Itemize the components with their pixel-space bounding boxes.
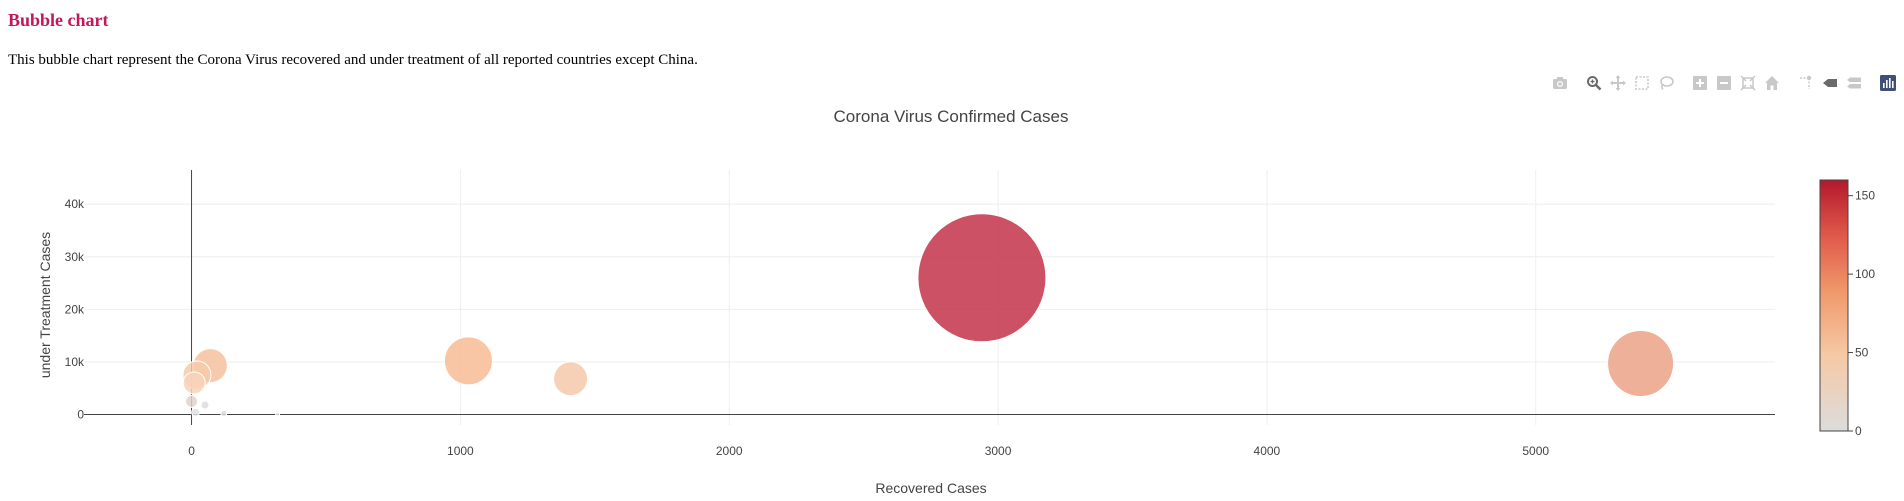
y-tick-label: 0 — [77, 407, 84, 421]
y-tick-label: 30k — [65, 250, 85, 264]
bubble-point[interactable] — [917, 213, 1047, 343]
bubble-point[interactable] — [185, 394, 199, 408]
colorbar-tick-label: 150 — [1855, 189, 1875, 203]
camera-icon[interactable] — [1548, 73, 1572, 93]
y-tick-label: 10k — [65, 355, 85, 369]
colorbar: 0 50 100 150 — [1819, 179, 1875, 438]
x-tick-label: 1000 — [447, 444, 474, 458]
x-axis-ticks: 0 1000 2000 3000 4000 5000 — [188, 444, 1549, 458]
colorbar-gradient — [1819, 179, 1849, 432]
hover-closest-icon[interactable] — [1818, 73, 1842, 93]
lasso-select-icon[interactable] — [1654, 73, 1678, 93]
colorbar-tick-label: 100 — [1855, 267, 1875, 281]
bubbles — [182, 213, 1675, 417]
zoom-in-icon[interactable] — [1688, 73, 1712, 93]
colorbar-tick-label: 0 — [1855, 424, 1862, 438]
x-tick-label: 0 — [188, 444, 195, 458]
bubble-point[interactable] — [553, 361, 589, 397]
bubble-point[interactable] — [443, 336, 493, 386]
y-tick-label: 40k — [65, 197, 85, 211]
hover-compare-icon[interactable] — [1842, 73, 1866, 93]
y-axis-ticks: 0 10k 20k 30k 40k — [65, 197, 85, 421]
y-tick-label: 20k — [65, 302, 85, 316]
page-description: This bubble chart represent the Corona V… — [8, 52, 698, 68]
zoom-icon[interactable] — [1582, 73, 1606, 93]
x-tick-label: 5000 — [1522, 444, 1549, 458]
bubble-point[interactable] — [220, 409, 228, 417]
bubble-point[interactable] — [182, 371, 206, 395]
page-heading: Bubble chart — [8, 10, 109, 30]
bubble-point[interactable] — [191, 407, 201, 417]
spike-lines-icon[interactable] — [1794, 73, 1818, 93]
x-tick-label: 2000 — [716, 444, 743, 458]
bubble-point[interactable] — [200, 400, 210, 410]
x-tick-label: 4000 — [1254, 444, 1281, 458]
colorbar-tick-label: 50 — [1855, 346, 1869, 360]
chart-title: Corona Virus Confirmed Cases — [834, 107, 1069, 126]
reset-axes-icon[interactable] — [1760, 73, 1784, 93]
plotly-logo-icon[interactable] — [1876, 73, 1900, 93]
chart-modebar — [1548, 73, 1900, 93]
y-axis-label: under Treatment Cases — [37, 232, 53, 378]
box-select-icon[interactable] — [1630, 73, 1654, 93]
x-axis-label: Recovered Cases — [875, 480, 986, 496]
x-tick-label: 3000 — [985, 444, 1012, 458]
bubble-point[interactable] — [1607, 329, 1675, 397]
bubble-point[interactable] — [275, 411, 281, 417]
autoscale-icon[interactable] — [1736, 73, 1760, 93]
colorbar-ticks: 0 50 100 150 — [1848, 189, 1875, 438]
zoom-out-icon[interactable] — [1712, 73, 1736, 93]
pan-icon[interactable] — [1606, 73, 1630, 93]
